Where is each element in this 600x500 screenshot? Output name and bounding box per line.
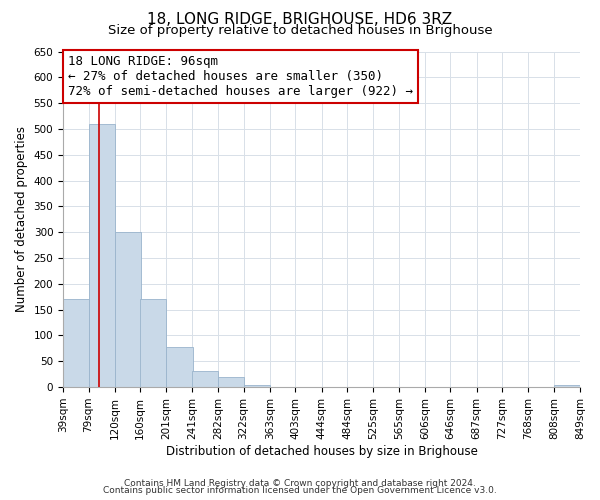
Bar [89, 124, 115, 387]
Text: Contains public sector information licensed under the Open Government Licence v3: Contains public sector information licen… [103, 486, 497, 495]
Text: Contains HM Land Registry data © Crown copyright and database right 2024.: Contains HM Land Registry data © Crown c… [124, 478, 476, 488]
Bar [166, 347, 193, 387]
Text: 18 LONG RIDGE: 96sqm
← 27% of detached houses are smaller (350)
72% of semi-deta: 18 LONG RIDGE: 96sqm ← 27% of detached h… [68, 55, 413, 98]
Bar [140, 300, 166, 387]
Bar [192, 370, 218, 387]
X-axis label: Distribution of detached houses by size in Brighouse: Distribution of detached houses by size … [166, 444, 478, 458]
Bar [218, 377, 244, 387]
Text: 18, LONG RIDGE, BRIGHOUSE, HD6 3RZ: 18, LONG RIDGE, BRIGHOUSE, HD6 3RZ [148, 12, 452, 28]
Bar [554, 384, 580, 387]
Bar [115, 232, 141, 387]
Text: Size of property relative to detached houses in Brighouse: Size of property relative to detached ho… [107, 24, 493, 37]
Bar [244, 384, 270, 387]
Y-axis label: Number of detached properties: Number of detached properties [15, 126, 28, 312]
Bar [63, 300, 89, 387]
